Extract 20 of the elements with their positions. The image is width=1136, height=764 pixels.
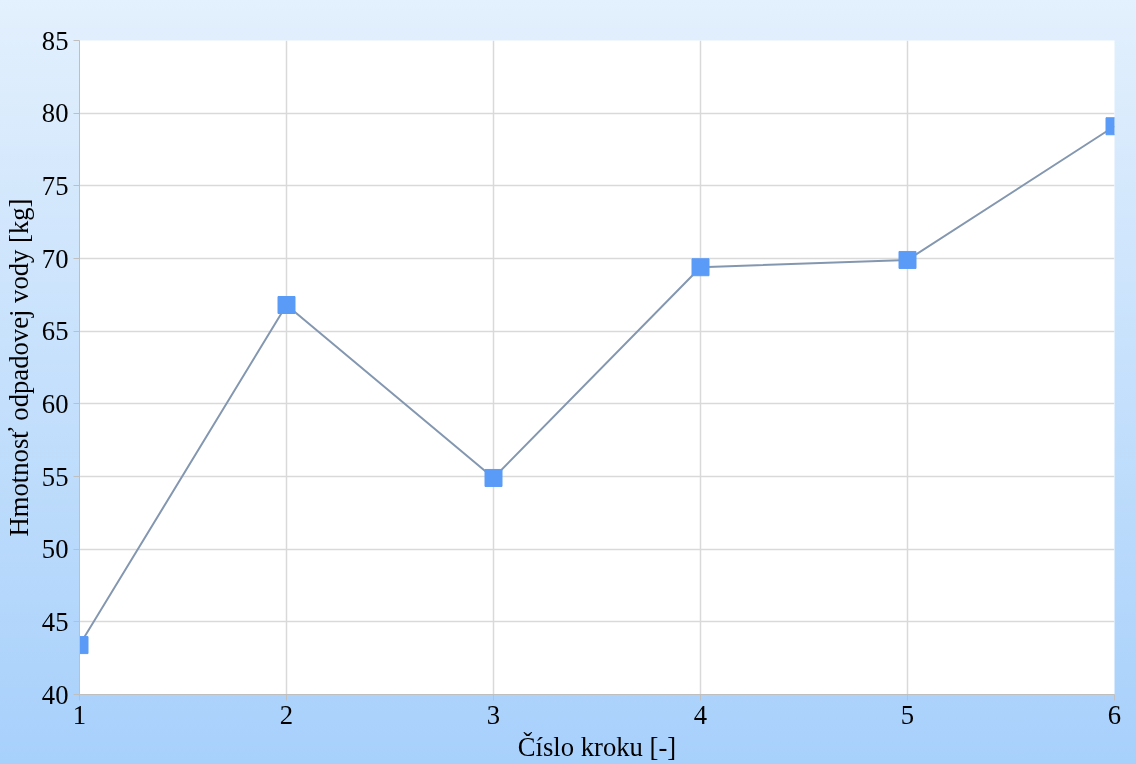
x-tick-label: 4	[693, 699, 708, 730]
x-tick-label: 5	[900, 699, 915, 730]
y-tick-label: 80	[41, 98, 69, 129]
y-tick-label: 65	[41, 316, 69, 347]
x-tick-label: 6	[1107, 699, 1122, 730]
y-axis-title: Hmotnosť odpadovej vody [kg]	[3, 198, 34, 537]
y-tick-label: 60	[41, 388, 69, 419]
x-tick-label: 2	[279, 699, 294, 730]
x-axis-title: Číslo kroku [-]	[517, 731, 677, 762]
x-tick-label: 3	[486, 699, 501, 730]
y-tick-label: 50	[41, 534, 69, 565]
y-tick-label: 40	[41, 679, 69, 710]
y-tick-label: 45	[41, 606, 69, 637]
y-tick-label: 70	[41, 243, 69, 274]
point	[691, 258, 710, 277]
y-tick-label: 75	[41, 170, 69, 201]
y-tick-label: 85	[41, 25, 69, 56]
x-tick-label: 1	[72, 699, 87, 730]
y-tick-label: 55	[41, 461, 69, 492]
point	[484, 468, 503, 487]
